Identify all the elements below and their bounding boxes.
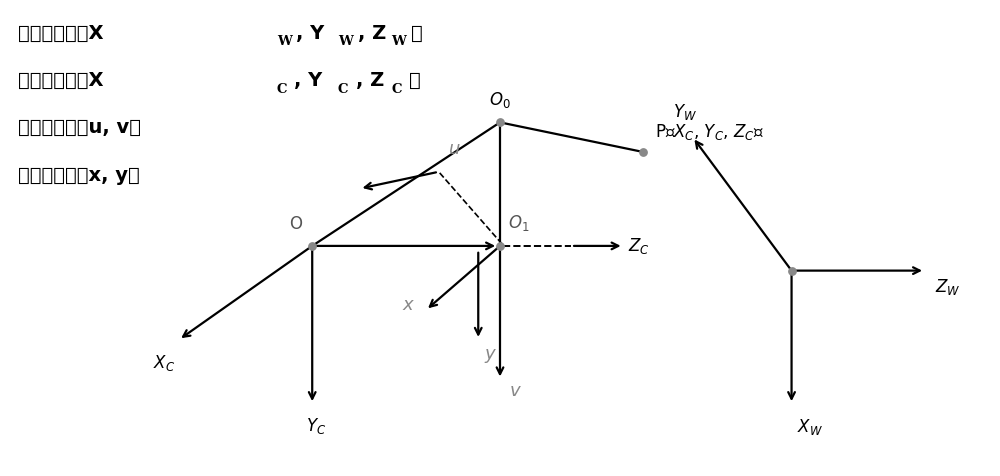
- Text: P（$X_C$, $Y_C$, $Z_C$）: P（$X_C$, $Y_C$, $Z_C$）: [655, 122, 764, 142]
- Point: [304, 242, 320, 250]
- Text: 世界坐标系（X: 世界坐标系（X: [18, 23, 103, 42]
- Point: [492, 119, 508, 126]
- Text: $O_0$: $O_0$: [489, 89, 511, 109]
- Text: $O_1$: $O_1$: [508, 213, 529, 233]
- Text: $X_C$: $X_C$: [153, 353, 175, 373]
- Text: W: W: [277, 35, 292, 49]
- Text: , Z: , Z: [358, 23, 386, 42]
- Text: $Y_W$: $Y_W$: [673, 102, 697, 122]
- Text: $Z_C$: $Z_C$: [628, 236, 650, 256]
- Text: $X_W$: $X_W$: [797, 417, 823, 437]
- Text: , Y: , Y: [296, 23, 325, 42]
- Point: [784, 267, 800, 275]
- Text: $Z_W$: $Z_W$: [935, 277, 960, 297]
- Text: O: O: [289, 215, 302, 233]
- Text: 像素坐标系（u, v）: 像素坐标系（u, v）: [18, 119, 141, 138]
- Text: , Y: , Y: [294, 71, 323, 90]
- Text: W: W: [391, 35, 406, 49]
- Text: 图像坐标系（x, y）: 图像坐标系（x, y）: [18, 166, 139, 185]
- Text: C: C: [391, 83, 402, 96]
- Point: [492, 242, 508, 250]
- Text: x: x: [402, 296, 413, 314]
- Text: , Z: , Z: [356, 71, 384, 90]
- Text: W: W: [338, 35, 353, 49]
- Text: $Y_C$: $Y_C$: [306, 416, 326, 436]
- Text: C: C: [338, 83, 348, 96]
- Text: C: C: [277, 83, 287, 96]
- Text: u: u: [449, 140, 460, 158]
- Text: y: y: [484, 345, 495, 363]
- Point: [635, 148, 651, 156]
- Text: v: v: [510, 382, 521, 400]
- Text: 相机坐标系（X: 相机坐标系（X: [18, 71, 103, 90]
- Text: ）: ）: [409, 71, 421, 90]
- Text: ）: ）: [411, 23, 423, 42]
